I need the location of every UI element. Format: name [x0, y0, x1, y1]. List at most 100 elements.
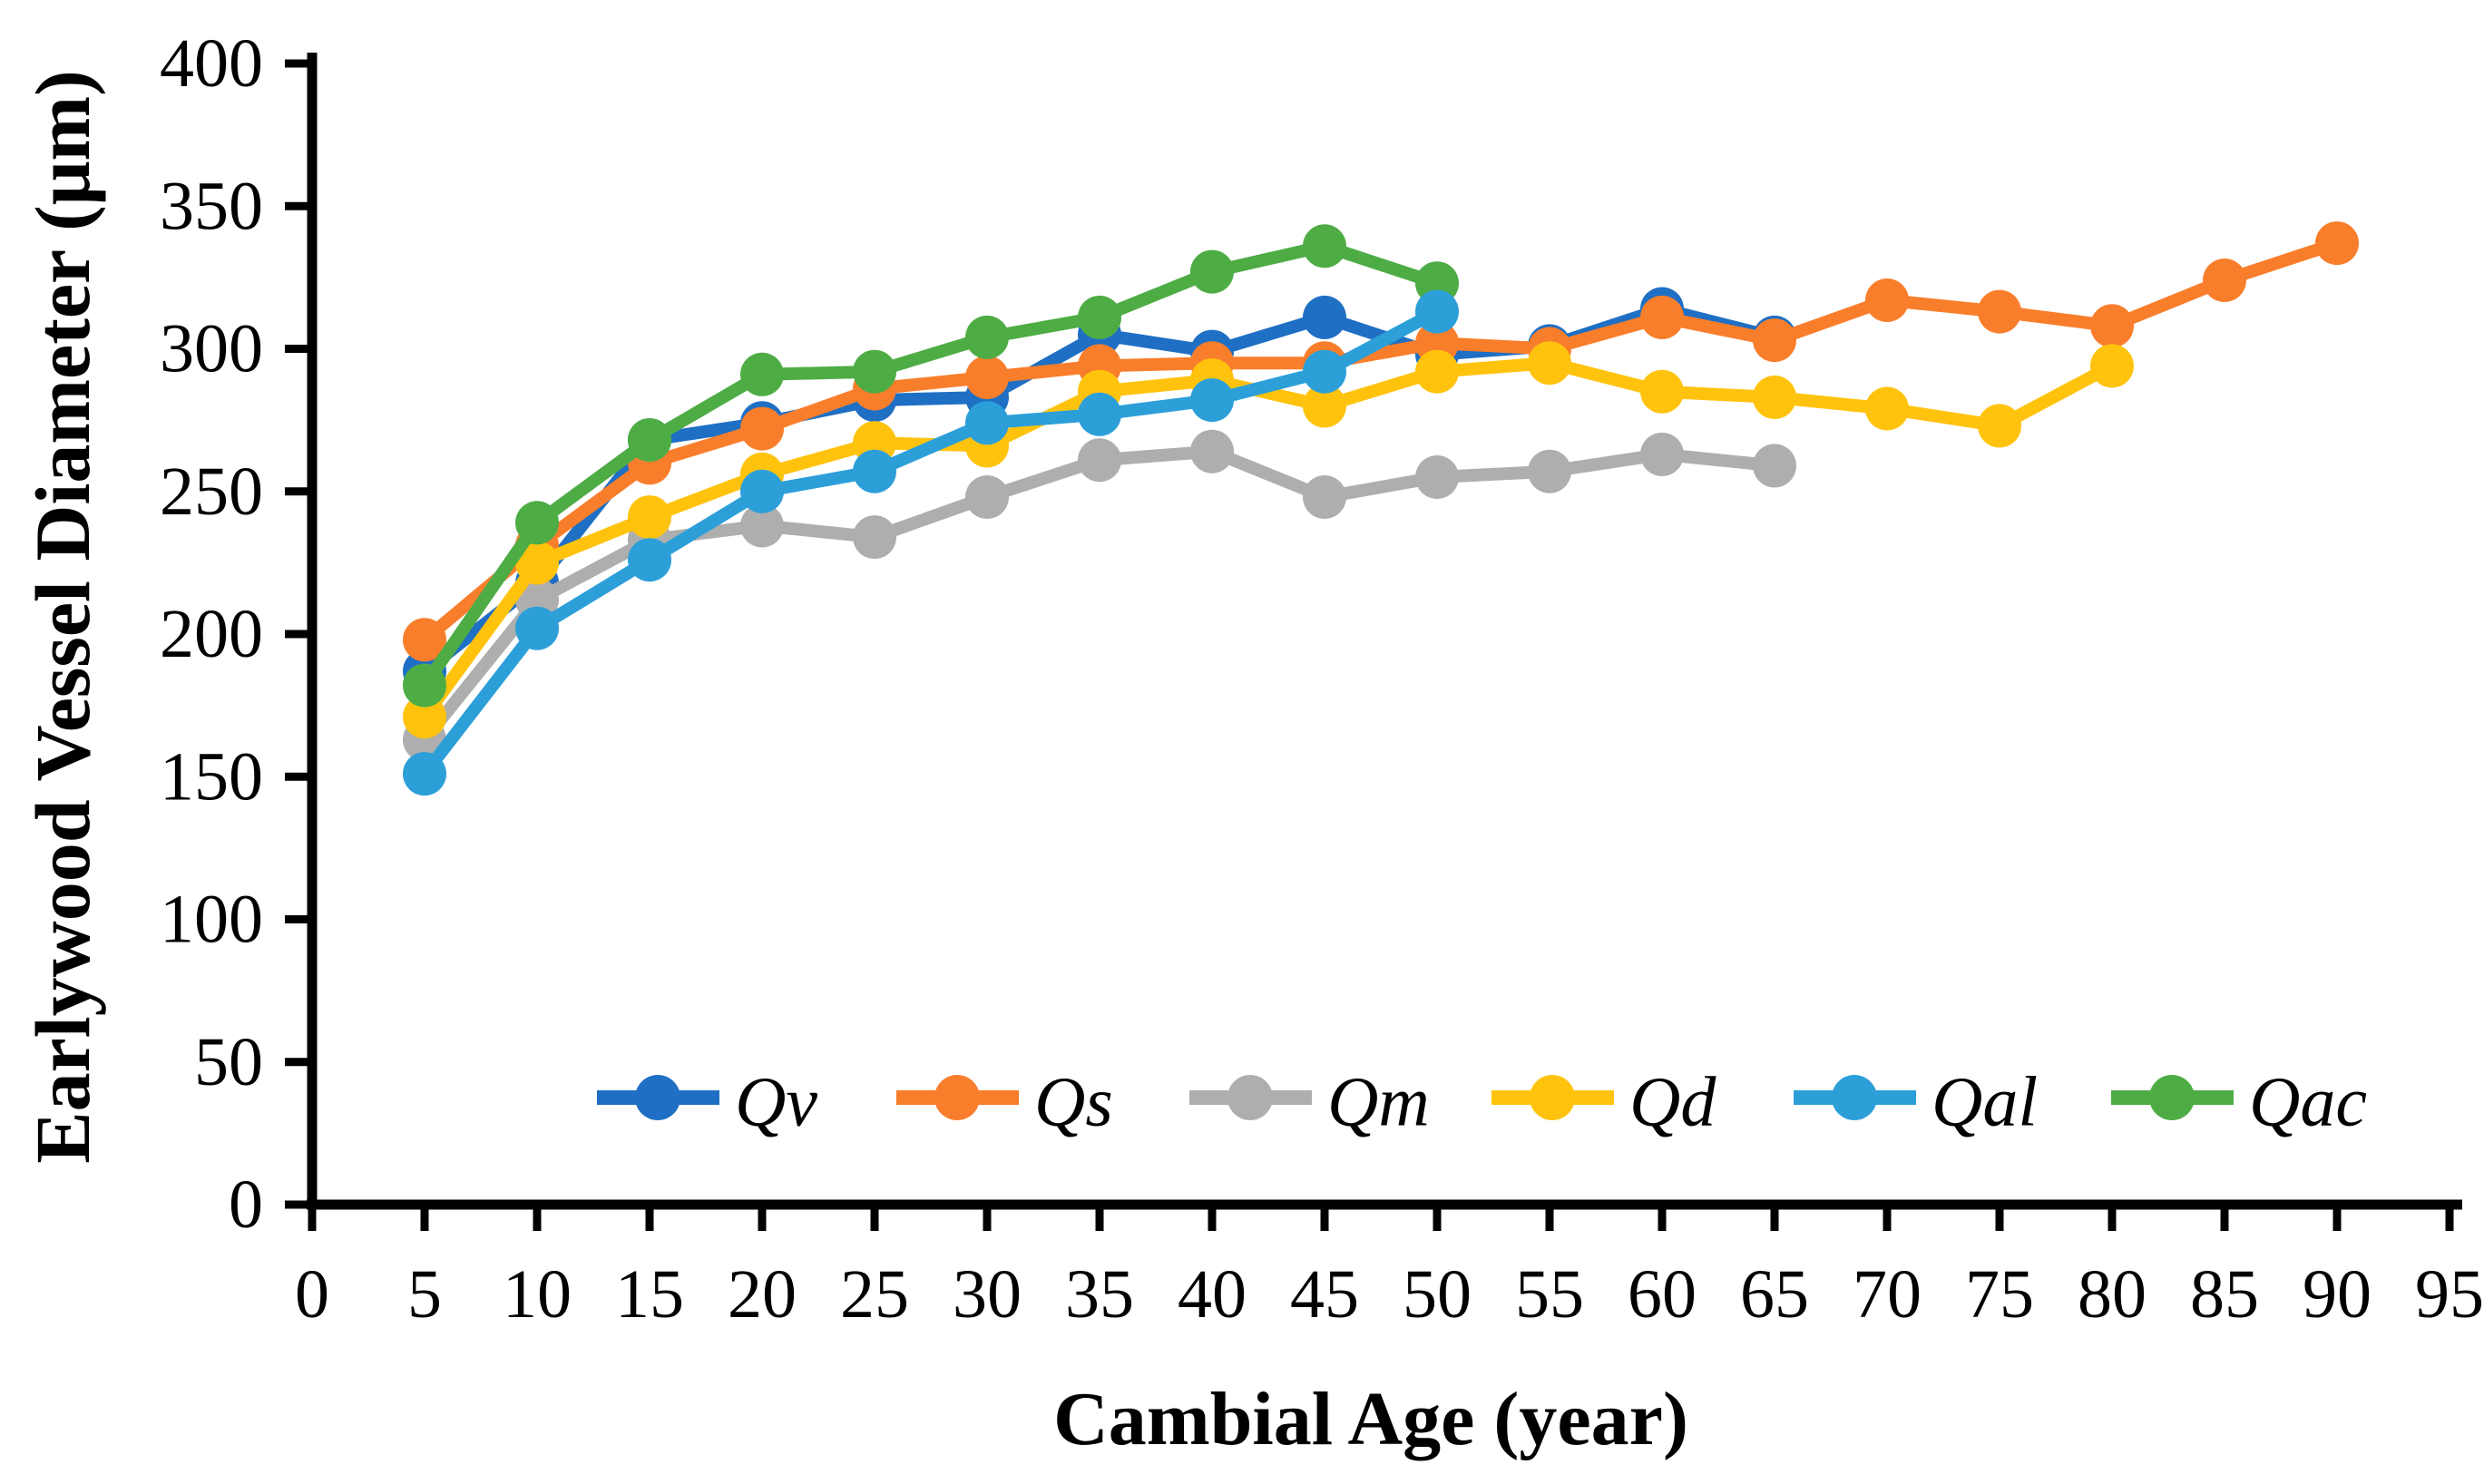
x-tick-label: 25	[840, 1256, 909, 1333]
series-Qs	[403, 221, 2359, 662]
series-Qm-marker	[1190, 429, 1234, 474]
series-Qal-marker	[1190, 378, 1234, 423]
series-Qac-marker	[628, 418, 671, 463]
series-Qs-line	[418, 237, 2343, 647]
x-tick-label: 10	[503, 1256, 572, 1333]
series-Qs-marker	[2315, 221, 2359, 266]
y-tick-label: 100	[160, 882, 263, 958]
legend-item-label: Qd	[1629, 1062, 1716, 1141]
x-tick-label: 55	[1515, 1256, 1584, 1333]
x-tick-label: 40	[1178, 1256, 1247, 1333]
series-Qm-marker	[1303, 475, 1346, 519]
series-Qd-marker	[1865, 386, 1909, 431]
x-tick-label: 65	[1740, 1256, 1809, 1333]
series-Qv-marker	[1303, 295, 1346, 339]
series-Qac	[403, 224, 1459, 708]
series-Qd-marker	[1303, 384, 1346, 428]
y-axis-title: Earlywood Vessel Diameter (μm)	[19, 70, 106, 1164]
series-Qm-marker	[1753, 444, 1796, 488]
series-Qs-marker	[1978, 289, 2021, 334]
series-Qal-marker	[515, 606, 559, 650]
legend-swatch-marker	[934, 1075, 980, 1120]
series-Qd-marker	[403, 695, 446, 739]
series-Qac-marker	[853, 349, 896, 394]
legend-item-label: Qal	[1931, 1062, 2038, 1141]
legend-item-Qac: Qac	[2111, 1062, 2367, 1141]
x-tick-label: 15	[615, 1256, 684, 1333]
x-axis-title: Cambial Age (year)	[1053, 1377, 1688, 1461]
legend-item-label: Qv	[735, 1062, 817, 1141]
x-tick-label: 95	[2415, 1256, 2484, 1333]
series-Qm-line	[418, 444, 1781, 747]
series-Qal-marker	[1303, 349, 1346, 394]
legend-swatch-marker	[2149, 1075, 2195, 1120]
series-Qac-marker	[1303, 224, 1346, 268]
series-Qal	[403, 289, 1459, 796]
legend: Qv Qs Qm Qd Qal Qac	[597, 1062, 2367, 1141]
x-tick-label: 0	[295, 1256, 329, 1333]
x-tick-label: 80	[2078, 1256, 2147, 1333]
series-Qac-marker	[1190, 249, 1234, 294]
y-tick-label: 350	[160, 168, 263, 244]
x-tick-label: 85	[2190, 1256, 2259, 1333]
series-Qal-marker	[1415, 289, 1459, 334]
series-Qm-marker	[1078, 438, 1121, 483]
series-Qal-marker	[853, 449, 896, 493]
y-tick-label: 50	[194, 1024, 263, 1100]
series-Qac-marker	[515, 501, 559, 545]
x-tick-label: 35	[1065, 1256, 1134, 1333]
series-Qd-marker	[1753, 376, 1796, 419]
legend-swatch-marker	[1832, 1075, 1877, 1120]
series-Qs-marker	[1865, 278, 1909, 322]
series-Qac-marker	[965, 315, 1009, 359]
legend-item-label: Qm	[1327, 1062, 1430, 1141]
y-tick-label: 150	[160, 738, 263, 815]
series-Qac-line	[418, 239, 1443, 692]
legend-item-Qm: Qm	[1189, 1062, 1430, 1141]
series-Qd-marker	[1415, 349, 1459, 394]
series-Qac-marker	[1078, 295, 1121, 339]
legend-item-Qd: Qd	[1491, 1062, 1716, 1141]
legend-swatch-marker	[1530, 1075, 1575, 1120]
series-Qd-marker	[2090, 344, 2134, 388]
series-Qm-marker	[1528, 449, 1571, 493]
legend-item-label: Qac	[2249, 1062, 2367, 1141]
axes: 0 5 10 15 20 25 30 35 40 45 50 55 60 65 70 75 80 85 90 95 0 5…	[160, 25, 2484, 1333]
series-Qal-marker	[628, 538, 671, 582]
series-Qm-marker	[1640, 432, 1684, 476]
series-Qm-marker	[740, 503, 784, 548]
series-Qd-marker	[1528, 341, 1571, 386]
y-tick-label: 0	[229, 1167, 263, 1243]
x-tick-label: 75	[1965, 1256, 2034, 1333]
series-Qd-marker	[628, 495, 671, 540]
x-tick-label: 30	[953, 1256, 1022, 1333]
series-Qal-marker	[1078, 392, 1121, 436]
series-lines	[403, 221, 2359, 796]
y-tick-label: 200	[160, 596, 263, 672]
series-Qs-marker	[740, 406, 784, 451]
legend-item-Qv: Qv	[597, 1062, 817, 1141]
series-Qs-marker	[1753, 318, 1796, 363]
series-Qd-marker	[515, 541, 559, 585]
series-Qs-marker	[1640, 295, 1684, 339]
series-Qac-marker	[740, 352, 784, 396]
legend-swatch-marker	[1227, 1075, 1273, 1120]
series-Qm-marker	[965, 475, 1009, 519]
series-Qd-marker	[1978, 404, 2021, 448]
series-Qd-marker	[1640, 369, 1684, 414]
series-Qal-marker	[403, 752, 446, 796]
y-tick-label: 250	[160, 454, 263, 530]
series-Qac-marker	[403, 663, 446, 708]
series-Qal-marker	[965, 401, 1009, 445]
x-tick-label: 50	[1403, 1256, 1472, 1333]
series-Qd-line	[418, 356, 2118, 724]
series-Qal-marker	[740, 469, 784, 513]
series-Qal-line	[418, 305, 1443, 781]
x-tick-label: 90	[2303, 1256, 2372, 1333]
series-Qm-marker	[1415, 455, 1459, 499]
y-tick-label: 400	[160, 25, 263, 102]
y-tick-label: 300	[160, 311, 263, 387]
legend-swatch-marker	[635, 1075, 680, 1120]
x-tick-label: 45	[1290, 1256, 1359, 1333]
